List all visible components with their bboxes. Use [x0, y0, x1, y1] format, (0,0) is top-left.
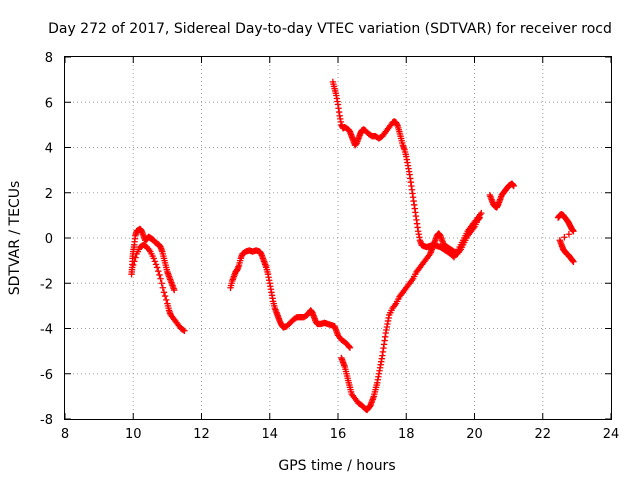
data-point-marker [180, 326, 187, 334]
data-point-marker [570, 228, 577, 235]
x-tick-label: 24 [603, 427, 620, 442]
data-point-marker [156, 271, 163, 279]
data-point-marker [510, 182, 517, 190]
data-point-marker [346, 344, 354, 351]
data-point-marker [570, 258, 577, 265]
y-tick-label: 4 [45, 142, 53, 157]
data-point-marker [150, 255, 157, 262]
data-point-marker [561, 234, 568, 241]
y-tick-label: 8 [45, 51, 53, 66]
x-tick-label: 22 [534, 427, 551, 442]
y-tick-label: 2 [45, 187, 53, 202]
data-point-marker [163, 296, 170, 304]
y-tick-label: 0 [45, 232, 53, 247]
data-point-marker [152, 261, 160, 268]
y-tick-label: 6 [45, 96, 53, 111]
data-point-marker [160, 289, 168, 296]
data-point-marker [131, 258, 138, 265]
x-tick-label: 20 [466, 427, 483, 442]
x-axis-label: GPS time / hours [278, 458, 395, 474]
y-tick-label: -8 [40, 413, 53, 428]
data-point-marker [155, 267, 162, 275]
y-tick-label: -6 [40, 368, 53, 383]
data-point-marker [158, 280, 165, 287]
data-point-marker [171, 286, 178, 294]
data-point-marker [153, 264, 161, 271]
data-point-marker [159, 284, 167, 291]
data-point-marker [151, 258, 159, 265]
x-tick-label: 10 [125, 427, 142, 442]
data-point-marker [161, 292, 169, 300]
data-point-marker [181, 327, 188, 334]
x-tick-label: 14 [261, 427, 278, 442]
grid-layer [65, 57, 611, 419]
plot-frame [64, 56, 612, 420]
data-marks [128, 78, 577, 414]
data-point-marker [565, 231, 573, 238]
y-tick-label: -4 [40, 323, 53, 338]
y-axis-label: SDTVAR / TECUs [7, 181, 23, 296]
y-tick-label: -2 [40, 277, 53, 292]
data-point-marker [476, 214, 483, 221]
data-point-marker [478, 209, 485, 217]
data-point-marker [130, 261, 137, 269]
x-tick-label: 18 [398, 427, 415, 442]
data-point-marker [157, 275, 164, 282]
x-tick-label: 12 [193, 427, 210, 442]
data-point-marker [132, 254, 139, 261]
x-tick-label: 16 [330, 427, 347, 442]
chart-title: Day 272 of 2017, Sidereal Day-to-day VTE… [48, 21, 612, 37]
x-tick-label: 8 [61, 427, 69, 442]
